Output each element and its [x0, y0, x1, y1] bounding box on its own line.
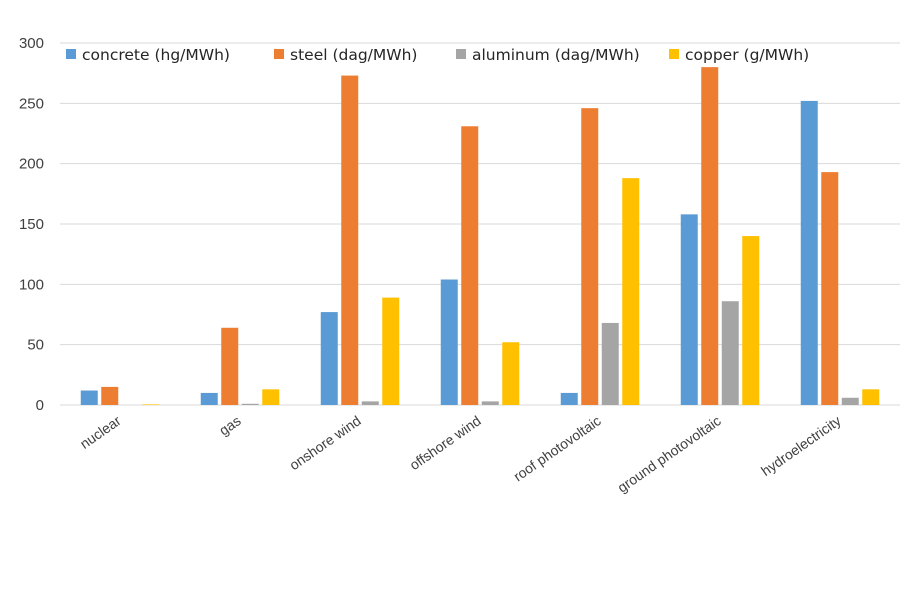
- bar-onshore-wind-series-0: [320, 312, 338, 405]
- bar-ground-photovoltaic-series-1: [701, 67, 719, 405]
- bar-onshore-wind-series-3: [382, 297, 400, 405]
- bar-hydroelectricity-series-3: [862, 389, 880, 405]
- y-axis-ticks: 0 50 100 150 200 250 300: [19, 35, 44, 414]
- legend-swatch: [456, 49, 466, 59]
- y-tick-label: 300: [19, 35, 44, 52]
- y-tick-label: 0: [36, 397, 44, 414]
- x-category-label: nuclear: [77, 412, 124, 452]
- legend-label: concrete (hg/MWh): [82, 46, 230, 64]
- bars: [80, 67, 880, 406]
- y-tick-label: 150: [19, 216, 44, 233]
- bar-offshore-wind-series-0: [440, 279, 458, 405]
- bar-nuclear-series-1: [101, 386, 119, 405]
- y-tick-label: 200: [19, 156, 44, 173]
- legend-swatch: [669, 49, 679, 59]
- bar-onshore-wind-series-1: [341, 75, 359, 405]
- bar-ground-photovoltaic-series-2: [721, 301, 739, 405]
- legend-label: steel (dag/MWh): [290, 46, 417, 64]
- bar-roof-photovoltaic-series-2: [601, 322, 619, 405]
- bar-hydroelectricity-series-2: [841, 397, 859, 405]
- y-tick-label: 100: [19, 276, 44, 293]
- bar-offshore-wind-series-2: [481, 401, 499, 405]
- bar-roof-photovoltaic-series-1: [581, 108, 599, 405]
- bar-nuclear-series-0: [80, 390, 98, 405]
- x-category-label: ground photovoltaic: [614, 412, 723, 495]
- legend: concrete (hg/MWh) steel (dag/MWh) aluminum…: [66, 46, 809, 64]
- bar-gas-series-2: [241, 403, 259, 405]
- legend-label: copper (g/MWh): [685, 46, 809, 64]
- legend-swatch: [274, 49, 284, 59]
- bar-offshore-wind-series-1: [461, 126, 479, 405]
- x-category-label: onshore wind: [286, 412, 363, 473]
- y-tick-label: 250: [19, 95, 44, 112]
- bar-gas-series-0: [200, 392, 218, 405]
- x-category-label: offshore wind: [407, 412, 484, 473]
- bar-roof-photovoltaic-series-3: [622, 178, 640, 405]
- legend-label: aluminum (dag/MWh): [472, 46, 640, 64]
- x-category-label: gas: [216, 412, 244, 438]
- gridlines: [60, 42, 900, 406]
- bar-gas-series-1: [221, 327, 239, 405]
- bar-gas-series-3: [262, 389, 280, 405]
- x-axis-labels: nuclear gas onshore wind offshore wind roof …: [77, 412, 844, 495]
- bar-nuclear-series-3: [142, 404, 160, 405]
- x-category-label: hydroelectricity: [758, 412, 844, 479]
- bar-hydroelectricity-series-0: [800, 100, 818, 406]
- y-tick-label: 50: [27, 337, 44, 354]
- bar-ground-photovoltaic-series-3: [742, 236, 760, 405]
- bar-ground-photovoltaic-series-0: [680, 214, 698, 405]
- bar-offshore-wind-series-3: [502, 342, 520, 405]
- x-category-label: roof photovoltaic: [510, 412, 603, 484]
- bar-roof-photovoltaic-series-0: [560, 392, 578, 405]
- bar-hydroelectricity-series-1: [821, 172, 839, 405]
- legend-swatch: [66, 49, 76, 59]
- bar-onshore-wind-series-2: [361, 401, 379, 405]
